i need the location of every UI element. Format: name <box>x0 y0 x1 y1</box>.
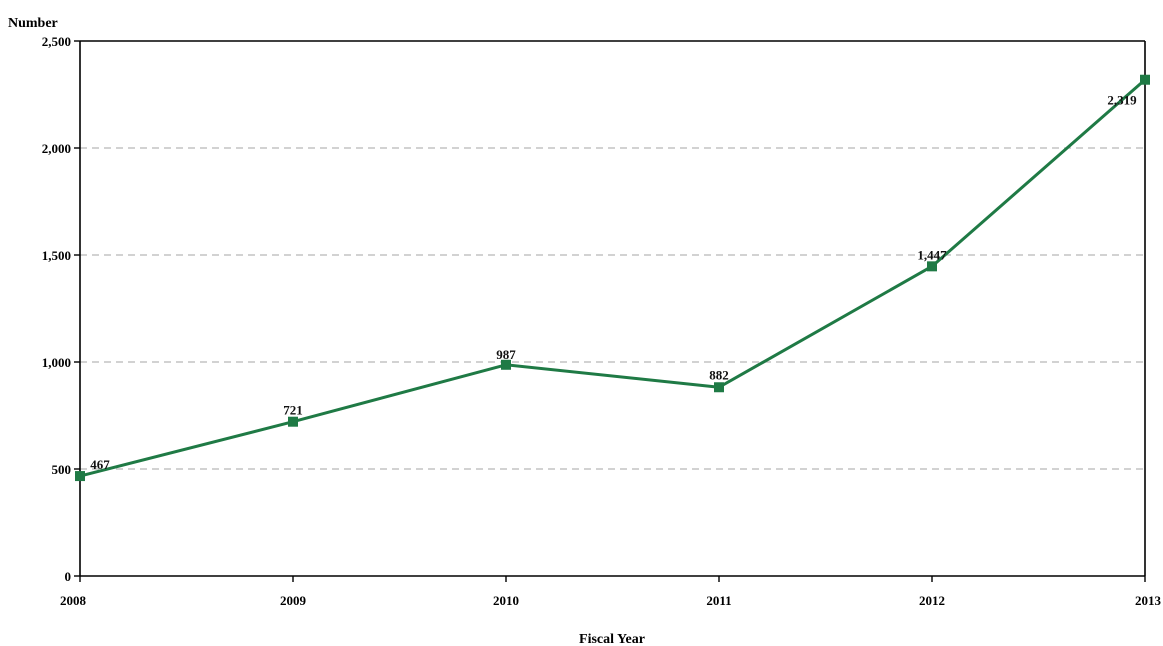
data-point-2013 <box>1140 74 1150 85</box>
x-tick-label-1: 2009 <box>280 593 307 608</box>
data-point-2012 <box>927 261 937 272</box>
x-tick-label-4: 2012 <box>919 593 945 608</box>
y-axis-ticks: 0 500 1,000 1,500 2,000 2,500 <box>42 34 80 584</box>
x-tick-label-0: 2008 <box>60 593 87 608</box>
data-label-2009: 721 <box>283 403 303 418</box>
data-point-2008 <box>75 471 85 482</box>
x-axis-ticks: 2008 2009 2010 2011 2012 2013 <box>60 576 1162 608</box>
y-tick-label-2: 1,000 <box>42 355 71 370</box>
y-tick-label-1: 500 <box>52 462 72 477</box>
x-tick-label-3: 2011 <box>706 593 731 608</box>
y-tick-label-0: 0 <box>65 569 72 584</box>
data-label-2012: 1,447 <box>917 247 947 262</box>
data-point-2011 <box>714 382 724 393</box>
data-point-2009 <box>288 416 298 427</box>
gridlines <box>80 147 1145 470</box>
y-tick-label-4: 2,000 <box>42 141 71 156</box>
axes <box>79 40 1146 577</box>
series-group <box>75 74 1150 482</box>
data-label-2008: 467 <box>90 457 110 472</box>
data-labels-group: 467 721 987 882 1,447 2,319 <box>90 93 1137 472</box>
data-label-2010: 987 <box>496 347 516 362</box>
x-axis-label: Fiscal Year <box>579 632 645 646</box>
data-label-2013: 2,319 <box>1107 93 1137 108</box>
x-tick-label-5: 2013 <box>1135 593 1162 608</box>
data-label-2011: 882 <box>709 367 729 382</box>
y-tick-label-3: 1,500 <box>42 248 71 263</box>
series-line-0 <box>79 78 1146 478</box>
data-point-2010 <box>501 359 511 370</box>
y-axis-label: Number <box>8 16 58 31</box>
x-tick-label-2: 2010 <box>493 593 519 608</box>
y-tick-label-5: 2,500 <box>42 34 71 49</box>
